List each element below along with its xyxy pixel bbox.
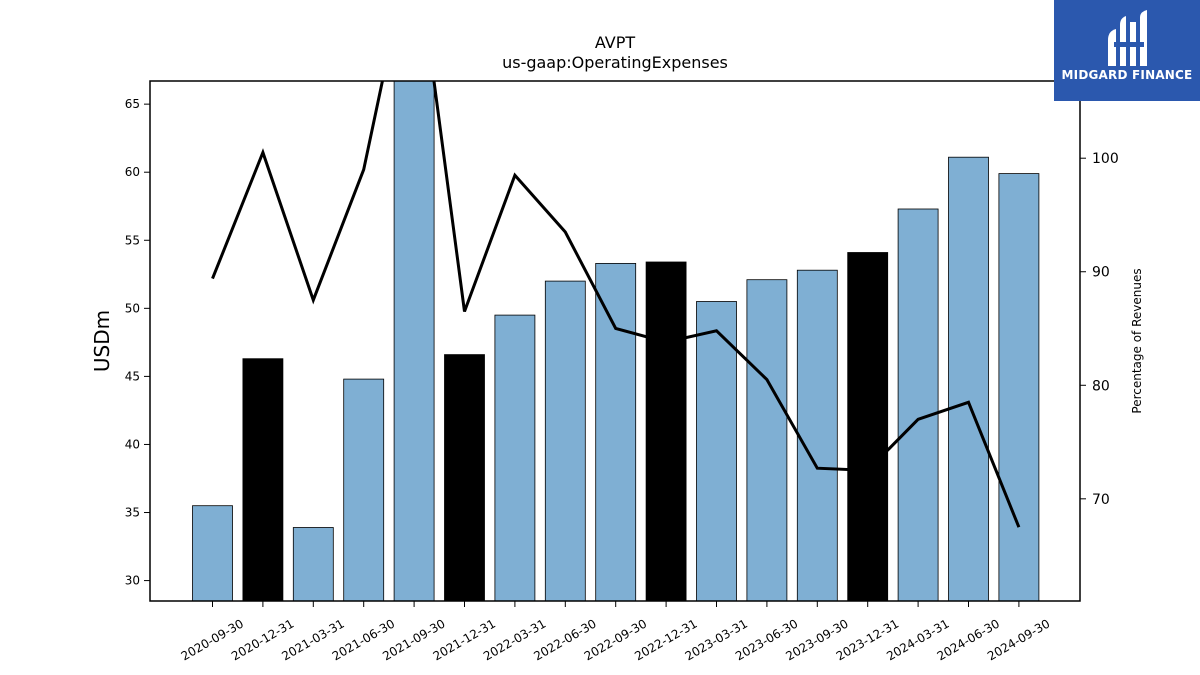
line-series [211,81,1021,528]
y2-tick-label: 100 [1092,151,1119,167]
chart-subtitle: us-gaap:OperatingExpenses [502,53,728,72]
y2-axis-label: Percentage of Revenues [1130,268,1144,413]
bar-2024-03-31 [897,208,939,602]
bar-2023-03-31 [696,301,737,602]
bar-2020-12-31 [242,358,284,602]
bar-series [192,80,1040,602]
y-tick-label: 60 [125,165,140,179]
y2-tick-label: 90 [1092,265,1110,281]
y2-tick-label: 80 [1092,378,1110,394]
bar-2023-06-30 [746,279,788,602]
bar-2022-03-31 [494,314,536,602]
plot-frame [149,80,1081,602]
line-path [211,81,1021,528]
bar-2020-09-30 [192,505,233,602]
bar-2021-06-30 [343,378,385,602]
y2-tick-label: 70 [1092,492,1110,508]
bar-2024-09-30 [998,173,1040,602]
y-tick-label: 40 [125,437,140,451]
bar-2024-06-30 [948,156,989,602]
y-axis-label: USDm [90,310,114,372]
y-tick-label: 65 [125,97,140,111]
bar-2022-09-30 [595,262,637,602]
bar-2023-12-31 [847,252,889,602]
y-axis-right: 70 80 90 100 [1080,151,1119,508]
logo-mark-icon [1108,10,1147,66]
y-tick-label: 50 [125,301,140,315]
bar-2021-12-31 [444,354,485,602]
bar-2021-09-30 [393,80,435,602]
y-tick-label: 30 [125,574,140,588]
bar-2023-09-30 [796,269,838,602]
y-axis-left: 30 35 40 45 50 55 60 65 [125,97,150,588]
logo-text: MIDGARD FINANCE [1061,68,1193,82]
y-tick-label: 35 [125,506,140,520]
chart-title: AVPT [595,33,636,52]
bar-2022-12-31 [645,261,687,602]
bar-2021-03-31 [292,527,334,602]
bar-2022-06-30 [544,280,586,602]
logo: MIDGARD FINANCE [1054,0,1200,101]
y-tick-label: 45 [125,369,140,383]
y-tick-label: 55 [125,233,140,247]
x-axis: 2020-09-302020-12-312021-03-312021-06-30… [179,601,1052,663]
